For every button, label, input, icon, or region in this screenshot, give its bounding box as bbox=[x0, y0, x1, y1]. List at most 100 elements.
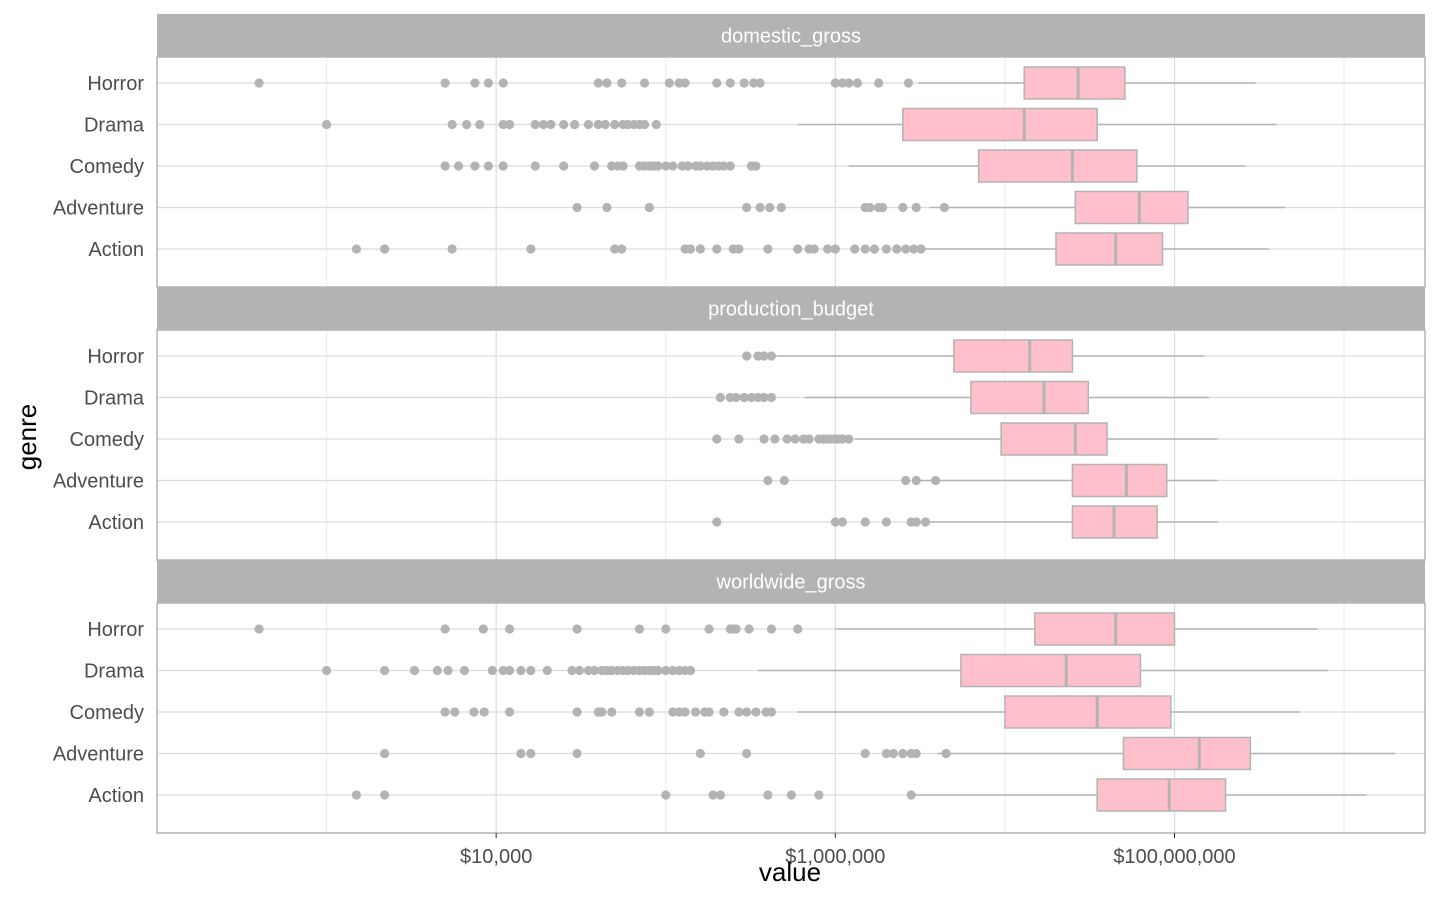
box-iqr bbox=[970, 380, 1089, 415]
x-tick-label: $1,000,000 bbox=[785, 846, 885, 868]
panel-background bbox=[157, 57, 1425, 287]
outlier-point bbox=[719, 161, 729, 171]
outlier-point bbox=[380, 665, 390, 676]
outlier-point bbox=[786, 790, 796, 800]
y-axis-title: genre bbox=[12, 404, 42, 471]
outlier-point bbox=[909, 244, 919, 254]
outlier-point bbox=[759, 351, 769, 361]
y-tick-label: Action bbox=[88, 785, 144, 807]
outlier-point bbox=[453, 161, 464, 171]
outlier-point bbox=[602, 202, 612, 213]
outlier-point bbox=[804, 434, 814, 444]
panel-border bbox=[156, 602, 1426, 834]
outlier-point bbox=[830, 517, 840, 527]
outlier-point bbox=[597, 707, 607, 717]
outlier-point bbox=[589, 665, 600, 676]
facet-strip bbox=[157, 287, 1425, 330]
outlier-point bbox=[766, 351, 777, 361]
outlier-point bbox=[715, 392, 725, 403]
outlier-point bbox=[739, 78, 749, 88]
outlier-point bbox=[487, 665, 497, 676]
outlier-point bbox=[593, 78, 603, 88]
outlier-point bbox=[380, 748, 390, 759]
facet-strip bbox=[157, 560, 1425, 603]
outlier-point bbox=[844, 434, 854, 444]
outlier-point bbox=[516, 665, 526, 676]
outlier-point bbox=[751, 707, 761, 717]
outlier-point bbox=[475, 119, 485, 130]
outlier-point bbox=[765, 202, 775, 213]
outlier-point bbox=[755, 202, 765, 213]
outlier-point bbox=[776, 202, 786, 213]
outlier-point bbox=[498, 665, 508, 676]
outlier-point bbox=[639, 78, 650, 88]
box-comedy bbox=[712, 422, 1218, 456]
y-tick-label: Comedy bbox=[70, 429, 144, 451]
outlier-point bbox=[685, 665, 696, 676]
box-horror bbox=[254, 612, 1318, 646]
outlier-point bbox=[892, 244, 902, 254]
outlier-point bbox=[860, 517, 870, 527]
outlier-point bbox=[881, 748, 891, 759]
outlier-point bbox=[380, 244, 390, 254]
outlier-point bbox=[380, 790, 390, 800]
outlier-point bbox=[661, 790, 671, 800]
outlier-point bbox=[822, 244, 833, 254]
outlier-point bbox=[639, 119, 650, 130]
outlier-point bbox=[759, 434, 769, 444]
outlier-point bbox=[483, 78, 494, 88]
outlier-point bbox=[837, 517, 847, 527]
outlier-point bbox=[559, 161, 569, 171]
outlier-point bbox=[715, 790, 725, 800]
outlier-point bbox=[504, 119, 515, 130]
box-action bbox=[351, 778, 1367, 812]
y-tick-label: Action bbox=[88, 239, 144, 261]
outlier-point bbox=[766, 707, 777, 717]
outlier-point bbox=[865, 202, 875, 213]
outlier-point bbox=[734, 244, 744, 254]
outlier-point bbox=[719, 707, 729, 717]
outlier-point bbox=[321, 119, 332, 130]
facet-strip bbox=[157, 14, 1425, 57]
outlier-point bbox=[661, 624, 671, 634]
outlier-point bbox=[814, 790, 824, 800]
outlier-point bbox=[898, 202, 908, 213]
outlier-point bbox=[763, 475, 773, 486]
outlier-point bbox=[479, 707, 489, 717]
outlier-point bbox=[850, 244, 860, 254]
outlier-point bbox=[668, 665, 678, 676]
outlier-point bbox=[574, 665, 585, 676]
outlier-point bbox=[593, 119, 603, 130]
outlier-point bbox=[583, 119, 594, 130]
y-tick-label: Horror bbox=[87, 619, 144, 641]
outlier-point bbox=[661, 665, 671, 676]
box-iqr bbox=[1074, 190, 1189, 225]
outlier-point bbox=[903, 78, 914, 88]
y-tick-label: Drama bbox=[84, 115, 145, 137]
outlier-point bbox=[644, 202, 654, 213]
outlier-point bbox=[941, 748, 951, 759]
outlier-point bbox=[572, 202, 582, 213]
box-action bbox=[351, 232, 1269, 266]
outlier-point bbox=[749, 78, 759, 88]
outlier-point bbox=[779, 475, 789, 486]
outlier-point bbox=[901, 244, 911, 254]
outlier-point bbox=[790, 434, 800, 444]
outlier-point bbox=[498, 119, 508, 130]
outlier-point bbox=[530, 119, 540, 130]
outlier-point bbox=[602, 78, 612, 88]
outlier-point bbox=[351, 244, 362, 254]
outlier-point bbox=[731, 624, 741, 634]
box-iqr bbox=[953, 339, 1074, 373]
box-adventure bbox=[380, 736, 1396, 771]
outlier-point bbox=[793, 244, 803, 254]
box-adventure bbox=[572, 190, 1286, 225]
outlier-point bbox=[906, 790, 916, 800]
x-axis-title: value bbox=[759, 857, 821, 887]
outlier-point bbox=[734, 434, 744, 444]
outlier-point bbox=[844, 78, 854, 88]
y-tick-label: Horror bbox=[87, 73, 144, 95]
outlier-point bbox=[725, 161, 735, 171]
outlier-point bbox=[516, 748, 526, 759]
outlier-point bbox=[440, 161, 450, 171]
